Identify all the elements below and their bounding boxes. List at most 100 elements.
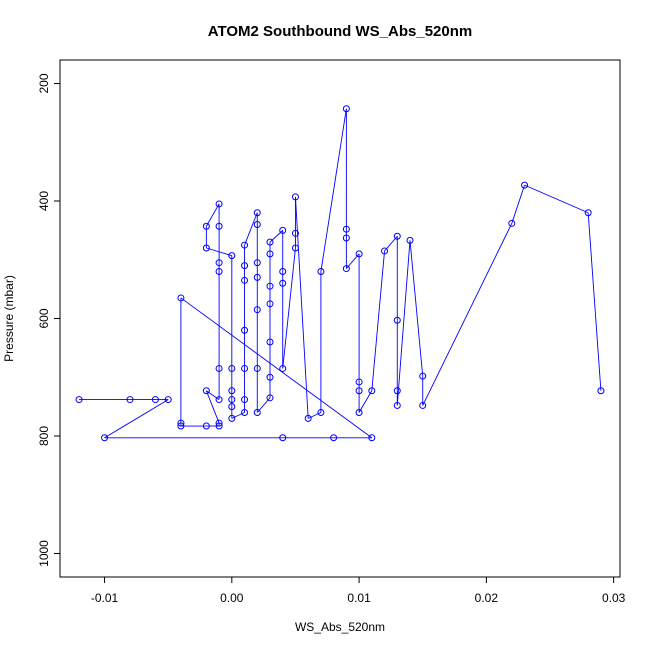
data-point — [279, 226, 287, 234]
data-point — [253, 364, 261, 372]
data-point — [101, 434, 109, 442]
y-tick-label: 600 — [37, 308, 51, 328]
data-point — [228, 414, 236, 422]
data-point — [266, 238, 274, 246]
data-point — [241, 276, 249, 284]
profile-segment — [205, 390, 220, 424]
profile-segment — [282, 247, 296, 369]
data-point — [304, 414, 312, 422]
data-point — [419, 401, 427, 409]
data-point — [279, 434, 287, 442]
data-point — [228, 364, 236, 372]
data-point — [597, 387, 605, 395]
profile-segment — [180, 297, 373, 439]
x-tick-label: 0.02 — [475, 591, 499, 605]
data-point — [406, 236, 414, 244]
data-point — [228, 252, 236, 260]
data-point — [355, 378, 363, 386]
profile-segment — [396, 240, 411, 406]
data-point — [279, 268, 287, 275]
data-point — [291, 244, 299, 252]
data-point — [342, 234, 350, 242]
data-point — [202, 387, 210, 395]
data-point — [266, 282, 274, 290]
plot-frame — [59, 59, 621, 578]
data-point — [215, 364, 223, 372]
data-point — [368, 434, 376, 442]
profile-segment — [205, 203, 220, 227]
x-axis: -0.01 0.00 0.01 0.02 0.03 — [91, 577, 626, 605]
data-point — [253, 306, 261, 314]
data-point — [521, 181, 529, 189]
data-point — [241, 396, 249, 404]
profile-segment — [231, 412, 245, 419]
data-point — [241, 262, 249, 270]
data-point — [368, 387, 376, 395]
data-point — [317, 268, 325, 275]
y-tick-label: 800 — [37, 426, 51, 446]
data-point — [215, 259, 223, 267]
data-point — [266, 250, 274, 258]
data-point — [279, 364, 287, 372]
profile-lines — [79, 108, 602, 439]
data-point — [215, 422, 223, 430]
data-point — [279, 279, 287, 287]
data-point — [317, 409, 325, 416]
data-point — [228, 403, 236, 411]
data-point — [291, 229, 299, 237]
profile-segment — [422, 223, 513, 406]
data-point — [215, 268, 223, 275]
data-point — [215, 419, 223, 427]
profile-segment — [358, 390, 373, 413]
data-point — [215, 396, 223, 404]
data-point — [164, 396, 172, 404]
data-point — [202, 222, 210, 230]
profile-segment — [206, 390, 220, 400]
y-tick-label: 400 — [37, 191, 51, 211]
x-tick-label: 0.03 — [602, 591, 626, 605]
data-point — [215, 222, 223, 230]
data-point — [291, 193, 299, 201]
data-point — [126, 396, 134, 404]
data-point — [75, 396, 83, 404]
profile-segment — [307, 412, 322, 419]
data-point — [177, 294, 185, 302]
profile-segment — [409, 240, 424, 377]
profile-segment — [511, 184, 525, 224]
data-point — [228, 387, 236, 395]
profile-segment — [104, 399, 169, 439]
data-point — [228, 396, 236, 404]
data-point — [253, 273, 261, 281]
y-axis: 200 400 600 800 1000 — [37, 73, 60, 567]
data-point — [381, 247, 389, 255]
profile-segment — [587, 212, 602, 391]
data-point — [393, 232, 401, 240]
profile-segment — [320, 108, 347, 272]
data-point — [342, 265, 350, 273]
data-point — [253, 221, 261, 228]
data-point — [266, 394, 274, 402]
data-point — [393, 387, 401, 395]
data-point — [393, 316, 401, 324]
data-point — [253, 409, 261, 416]
data-point — [177, 419, 185, 427]
profile-segment — [206, 247, 232, 257]
x-axis-label: WS_Abs_520nm — [295, 620, 385, 634]
data-point — [202, 422, 210, 430]
data-point — [508, 219, 516, 227]
data-point — [253, 209, 261, 217]
data-point — [241, 364, 249, 372]
profile-segment — [244, 212, 258, 246]
data-point — [330, 434, 338, 442]
chart-title: ATOM2 Southbound WS_Abs_520nm — [208, 23, 472, 40]
data-point — [342, 225, 350, 233]
data-point — [253, 259, 261, 267]
x-tick-label: 0.00 — [220, 591, 244, 605]
data-point — [419, 372, 427, 380]
y-tick-label: 1000 — [37, 540, 51, 567]
data-point — [241, 409, 249, 416]
data-point — [355, 409, 363, 416]
data-point — [241, 241, 249, 249]
x-tick-label: 0.01 — [347, 591, 371, 605]
